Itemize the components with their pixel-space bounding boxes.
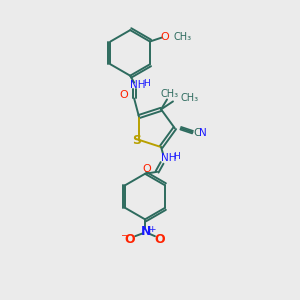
Text: O: O (160, 32, 169, 42)
Text: CH₃: CH₃ (181, 94, 199, 103)
Text: −: − (121, 231, 128, 240)
Text: CH₃: CH₃ (161, 89, 179, 100)
Text: NH: NH (130, 80, 146, 90)
Text: N: N (199, 128, 206, 138)
Text: O: O (154, 233, 165, 246)
Text: N: N (141, 225, 151, 238)
Text: O: O (143, 164, 152, 174)
Text: H: H (174, 152, 180, 161)
Text: C: C (193, 128, 200, 138)
Text: S: S (132, 134, 141, 147)
Text: O: O (120, 89, 129, 100)
Text: O: O (125, 233, 136, 246)
Text: NH: NH (161, 153, 177, 163)
Text: H: H (143, 79, 149, 88)
Text: CH₃: CH₃ (174, 32, 192, 42)
Text: +: + (148, 225, 156, 234)
